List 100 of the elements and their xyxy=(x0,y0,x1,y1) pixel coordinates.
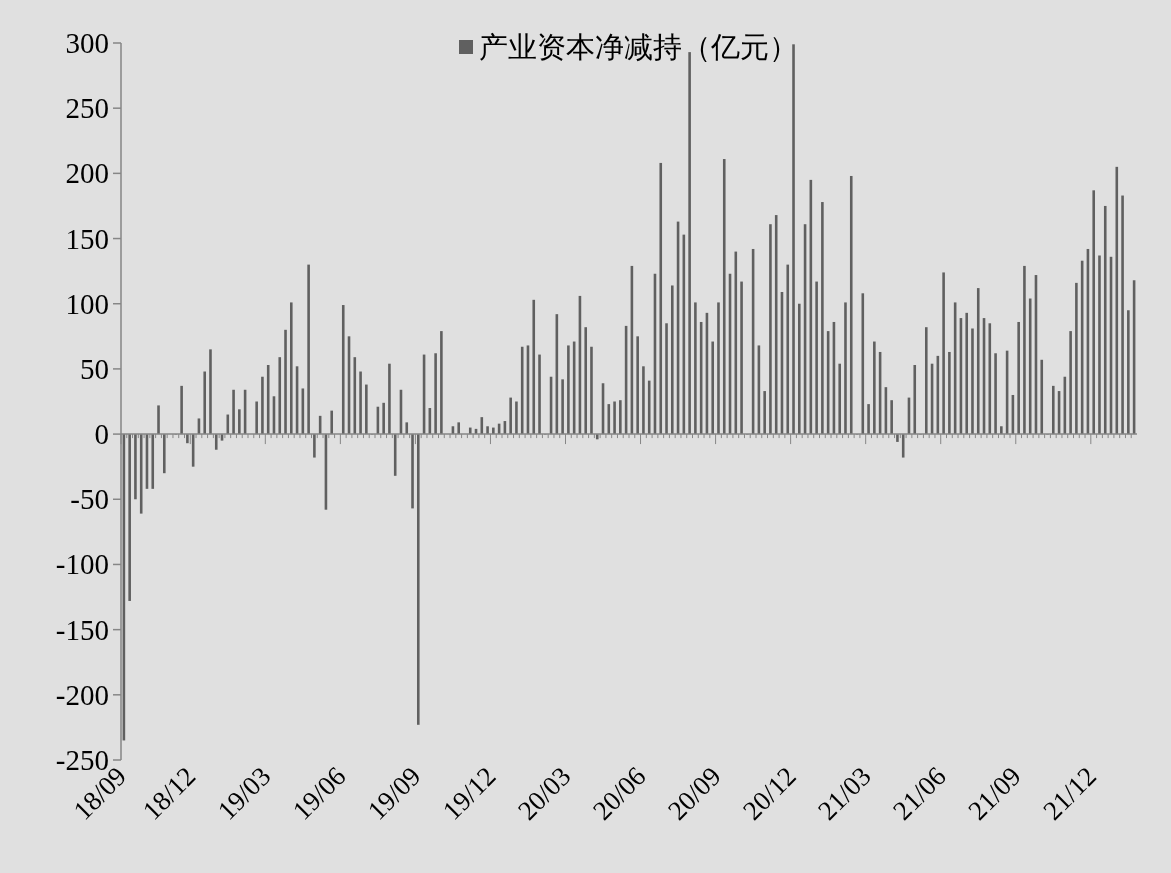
bar xyxy=(734,251,738,435)
y-tick-label: 250 xyxy=(65,92,109,125)
bar xyxy=(792,44,795,435)
bar xyxy=(341,305,345,435)
y-tick-label: 150 xyxy=(65,222,109,255)
bar xyxy=(607,404,611,435)
bar xyxy=(584,327,588,435)
bar xyxy=(988,323,992,435)
bar xyxy=(1121,195,1124,435)
bar xyxy=(913,365,917,435)
bar xyxy=(388,363,391,435)
bar xyxy=(694,302,697,435)
bar xyxy=(163,434,166,474)
bar xyxy=(532,299,536,435)
bar xyxy=(290,302,293,435)
bar xyxy=(567,345,570,435)
bar xyxy=(740,281,743,435)
bar xyxy=(1092,190,1095,435)
bar xyxy=(393,434,397,476)
bar xyxy=(815,281,818,435)
bar xyxy=(636,336,639,435)
bar xyxy=(238,409,241,435)
bar xyxy=(261,376,264,435)
bar xyxy=(365,384,368,435)
bar xyxy=(538,354,541,435)
bar xyxy=(330,410,334,435)
bar xyxy=(266,365,270,435)
bar xyxy=(647,380,651,435)
bar xyxy=(226,414,230,435)
bar xyxy=(134,434,137,500)
bar xyxy=(786,264,790,435)
bar xyxy=(284,329,287,435)
legend-label: 产业资本净减持（亿元） xyxy=(479,31,798,63)
y-tick-label: -200 xyxy=(55,678,109,711)
bar xyxy=(873,341,876,435)
bar xyxy=(440,331,443,435)
bar xyxy=(821,202,824,435)
bar xyxy=(313,434,316,458)
y-tick-label: 100 xyxy=(65,287,109,320)
bar xyxy=(1000,426,1003,435)
y-tick-label: -250 xyxy=(55,744,109,776)
bar xyxy=(665,323,668,435)
bar xyxy=(417,434,420,725)
bar xyxy=(798,303,801,435)
y-tick-label: 50 xyxy=(80,352,109,385)
bar xyxy=(353,357,357,435)
bar xyxy=(925,327,928,435)
bar xyxy=(157,405,160,435)
bar xyxy=(128,434,131,601)
bar xyxy=(948,351,951,435)
bar xyxy=(1115,166,1119,435)
bar xyxy=(255,401,258,435)
bar xyxy=(509,397,512,435)
bar xyxy=(382,402,385,435)
bar xyxy=(971,328,974,435)
bar xyxy=(763,391,766,435)
bar xyxy=(214,434,218,450)
y-tick-label: -100 xyxy=(55,548,109,581)
bar xyxy=(942,272,945,435)
y-tick-label: -50 xyxy=(70,483,109,516)
bar xyxy=(411,434,414,509)
bar xyxy=(849,175,853,435)
bar xyxy=(688,52,691,435)
bar xyxy=(520,346,524,435)
y-tick-label: 0 xyxy=(94,418,109,451)
bar xyxy=(203,371,207,435)
bar xyxy=(561,379,564,435)
bar xyxy=(642,366,645,435)
bar xyxy=(1052,385,1055,435)
bar xyxy=(861,293,865,435)
bar xyxy=(1075,282,1078,435)
bar xyxy=(307,264,310,435)
bar xyxy=(1028,298,1032,435)
bar xyxy=(769,224,772,435)
bar xyxy=(1127,310,1130,435)
bar xyxy=(180,385,183,435)
bar xyxy=(1103,205,1107,435)
y-tick-label: 300 xyxy=(65,27,109,59)
bar xyxy=(405,422,409,435)
bar xyxy=(1040,359,1044,435)
bar xyxy=(486,426,489,435)
bar xyxy=(838,363,842,435)
bar xyxy=(434,353,437,435)
bar xyxy=(867,404,870,435)
bar xyxy=(1023,265,1026,435)
bar xyxy=(722,159,726,435)
bar xyxy=(994,353,997,435)
bar xyxy=(613,401,616,435)
bar xyxy=(890,400,893,435)
bar xyxy=(717,302,720,435)
bar xyxy=(1098,255,1101,435)
bar xyxy=(278,357,282,435)
bar xyxy=(774,215,778,435)
bar xyxy=(139,434,143,514)
bar xyxy=(619,400,622,435)
bar xyxy=(515,401,518,435)
bar xyxy=(901,434,905,458)
y-tick-label: -150 xyxy=(55,613,109,646)
bar xyxy=(232,389,235,435)
bar xyxy=(1017,321,1020,435)
